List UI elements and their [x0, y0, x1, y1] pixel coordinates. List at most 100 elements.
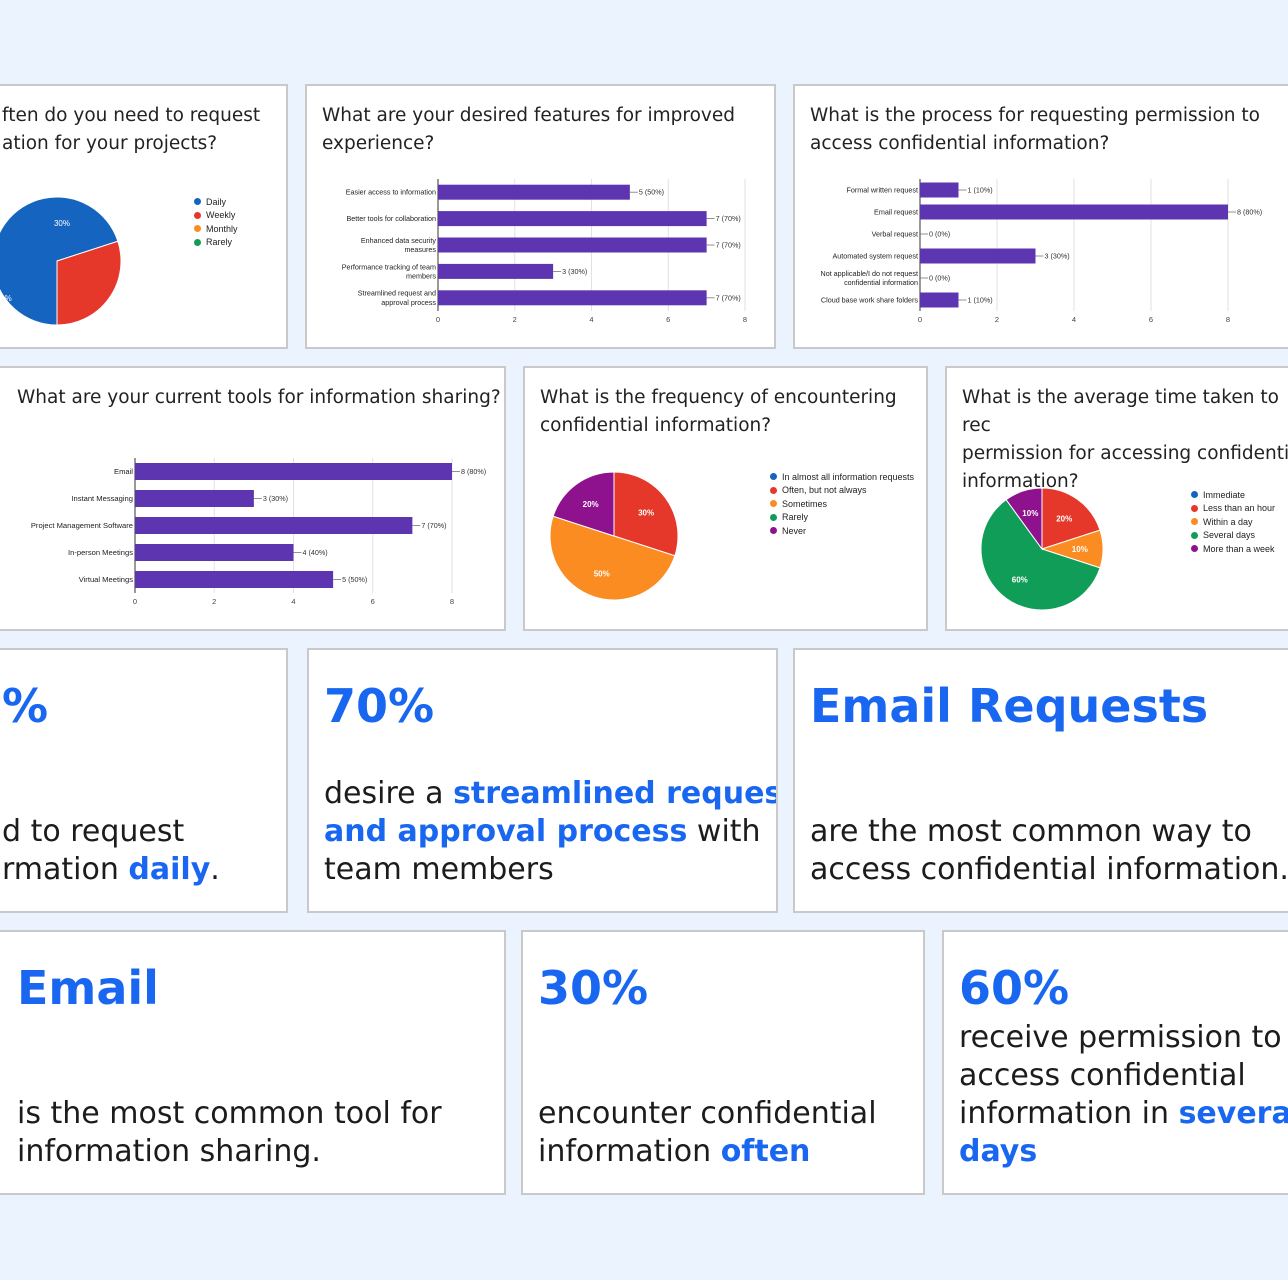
x-tick-label: 8 — [1226, 315, 1230, 324]
data-label: 3 (30%) — [1045, 252, 1070, 261]
data-label: 4 (40%) — [303, 548, 328, 557]
stat-line: days — [959, 1133, 1037, 1171]
legend-label: Sometimes — [782, 498, 828, 509]
chart-card-frequency-request: ften do you need to request ation for yo… — [0, 84, 288, 349]
stat-line: information in several — [959, 1095, 1288, 1133]
stat-highlight: often — [720, 1134, 811, 1169]
bar — [920, 292, 959, 308]
slice-label: 50% — [594, 570, 610, 579]
pie-chart: 20% 10% 60% 10% — [980, 487, 1104, 611]
slice-label: 0% — [0, 294, 12, 303]
data-label: 1 (10%) — [968, 186, 993, 195]
legend-swatch — [194, 238, 201, 246]
legend-swatch — [770, 486, 777, 494]
bar — [135, 490, 254, 507]
stat-card-several-days: 60% receive permission to access confide… — [942, 930, 1288, 1195]
data-label: 0 (0%) — [929, 274, 950, 283]
legend-item: Often, but not always — [770, 484, 914, 498]
stat-line: information often — [538, 1134, 811, 1169]
stat-card-often: 30% encounter confidential information o… — [521, 930, 925, 1195]
legend-label: Never — [782, 525, 807, 536]
stat-line: information sharing. — [17, 1134, 321, 1169]
bar — [920, 204, 1228, 220]
legend-swatch — [770, 473, 777, 481]
pie-chart: 30% 0% — [0, 196, 122, 326]
x-tick-label: 8 — [743, 315, 747, 324]
stat-card-daily: % d to request rmation daily. — [0, 648, 288, 913]
category-label: Automated system request — [833, 252, 919, 261]
data-label: 3 (30%) — [263, 494, 288, 503]
category-label: Virtual Meetings — [79, 575, 134, 584]
data-label: 3 (30%) — [562, 267, 587, 276]
chart-legend: Daily Weekly Monthly Rarely — [194, 195, 238, 249]
slice-label: 10% — [1022, 509, 1038, 518]
legend-label: Daily — [206, 196, 227, 207]
bar — [438, 237, 707, 253]
slice-label: 30% — [638, 509, 654, 518]
slice-label: 20% — [1056, 514, 1072, 523]
stat-value: Email — [17, 961, 159, 1015]
stat-highlight: several — [1178, 1096, 1288, 1131]
x-tick-label: 0 — [133, 597, 137, 606]
chart-title: What are your current tools for informat… — [17, 387, 501, 408]
legend-label: Within a day — [1203, 516, 1253, 527]
stat-highlight: and approval process — [324, 814, 688, 849]
category-label: Email — [114, 467, 133, 476]
legend-swatch — [770, 527, 777, 535]
stat-line: and approval process with — [324, 814, 761, 849]
category-label: Streamlined request and approval process — [358, 289, 437, 307]
stat-value: Email Requests — [810, 679, 1209, 733]
legend-swatch — [194, 211, 201, 219]
chart-card-average-time: What is the average time taken to rec pe… — [945, 366, 1288, 631]
x-tick-label: 6 — [666, 315, 670, 324]
slice-label: 10% — [1072, 545, 1088, 554]
category-label: Formal written request — [847, 186, 919, 195]
chart-card-current-tools: What are your current tools for informat… — [0, 366, 506, 631]
slice-label: 30% — [54, 219, 70, 228]
chart-title: ften do you need to request ation for yo… — [2, 105, 261, 154]
chart-title: What is the average time taken to rec pe… — [962, 387, 1288, 492]
legend-swatch — [194, 198, 201, 206]
legend-swatch — [1191, 491, 1198, 499]
x-tick-label: 6 — [371, 597, 375, 606]
bar — [438, 211, 707, 227]
legend-swatch — [1191, 545, 1198, 553]
category-label: Enhanced data security measures — [361, 236, 437, 254]
stat-card-email-requests: Email Requests are the most common way t… — [793, 648, 1288, 913]
bar — [135, 571, 334, 588]
bar — [920, 182, 959, 198]
pie-slice — [1041, 487, 1101, 550]
x-tick-label: 2 — [995, 315, 999, 324]
stat-line: access confidential — [959, 1058, 1246, 1093]
data-label: 5 (50%) — [342, 575, 367, 584]
chart-card-encounter-frequency: What is the frequency of encountering co… — [523, 366, 928, 631]
data-label: 0 (0%) — [929, 230, 950, 239]
legend-label: Often, but not always — [782, 485, 867, 496]
category-label: Cloud base work share folders — [821, 296, 918, 305]
legend-label: In almost all information requests — [782, 471, 915, 482]
legend-swatch — [194, 225, 201, 233]
legend-item: Weekly — [194, 209, 238, 223]
category-label: Performance tracking of team members — [342, 262, 437, 280]
x-tick-label: 8 — [450, 597, 454, 606]
chart-legend: In almost all information requests Often,… — [770, 470, 914, 538]
stat-line: team members — [324, 852, 554, 887]
pie-slice — [613, 471, 679, 557]
legend-swatch — [1191, 531, 1198, 539]
legend-label: Several days — [1203, 530, 1256, 541]
pie-slice — [0, 196, 119, 326]
x-tick-label: 0 — [918, 315, 922, 324]
bar-chart: 0 2 4 6 8 8 (80%) Email 3 (30%) Instant Messagin… — [31, 458, 486, 606]
pie-slice — [549, 515, 676, 601]
category-label: Verbal request — [872, 230, 918, 239]
data-label: 7 (70%) — [716, 214, 741, 223]
slice-label: 20% — [583, 500, 599, 509]
data-label: 7 (70%) — [421, 521, 446, 530]
x-tick-label: 6 — [1149, 315, 1153, 324]
legend-swatch — [1191, 504, 1198, 512]
legend-label: Immediate — [1203, 489, 1246, 500]
legend-label: More than a week — [1203, 543, 1275, 554]
bar — [438, 184, 630, 200]
chart-title: What are your desired features for impro… — [322, 105, 735, 154]
legend-swatch — [770, 513, 777, 521]
